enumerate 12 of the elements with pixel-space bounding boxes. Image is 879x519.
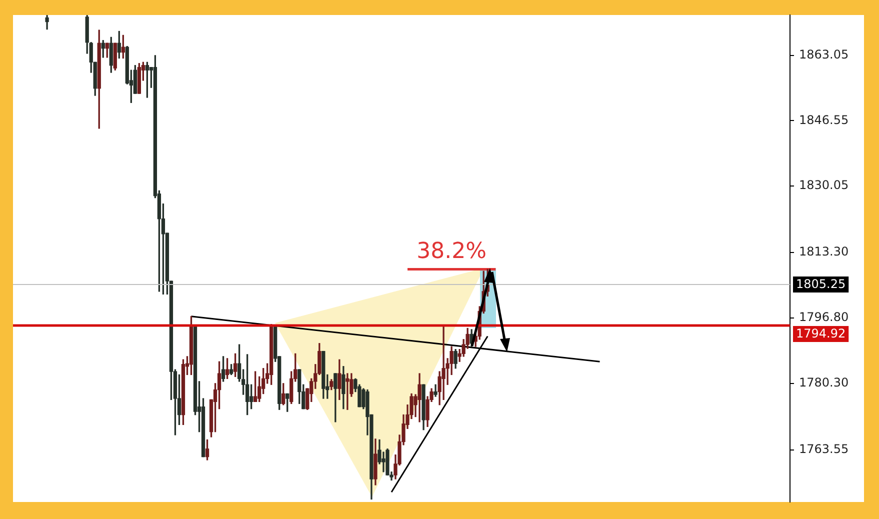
y-tick-label: 1863.05 xyxy=(799,47,849,62)
candlestick xyxy=(346,373,350,410)
ref-line-label: 1805.25 xyxy=(796,277,846,292)
series-label: 38.2% xyxy=(416,238,487,264)
y-tick-label: 1813.30 xyxy=(799,244,849,259)
y-tick-label: 1763.55 xyxy=(799,442,849,456)
y-tick-label: 1780.30 xyxy=(799,376,849,390)
candlestick xyxy=(382,452,386,472)
y-tick-label: 1830.05 xyxy=(799,178,849,192)
ref-line-label: 1794.92 xyxy=(796,326,846,341)
y-tick-label: 1846.55 xyxy=(799,112,849,127)
y-tick-label: 1796.80 xyxy=(799,310,849,324)
